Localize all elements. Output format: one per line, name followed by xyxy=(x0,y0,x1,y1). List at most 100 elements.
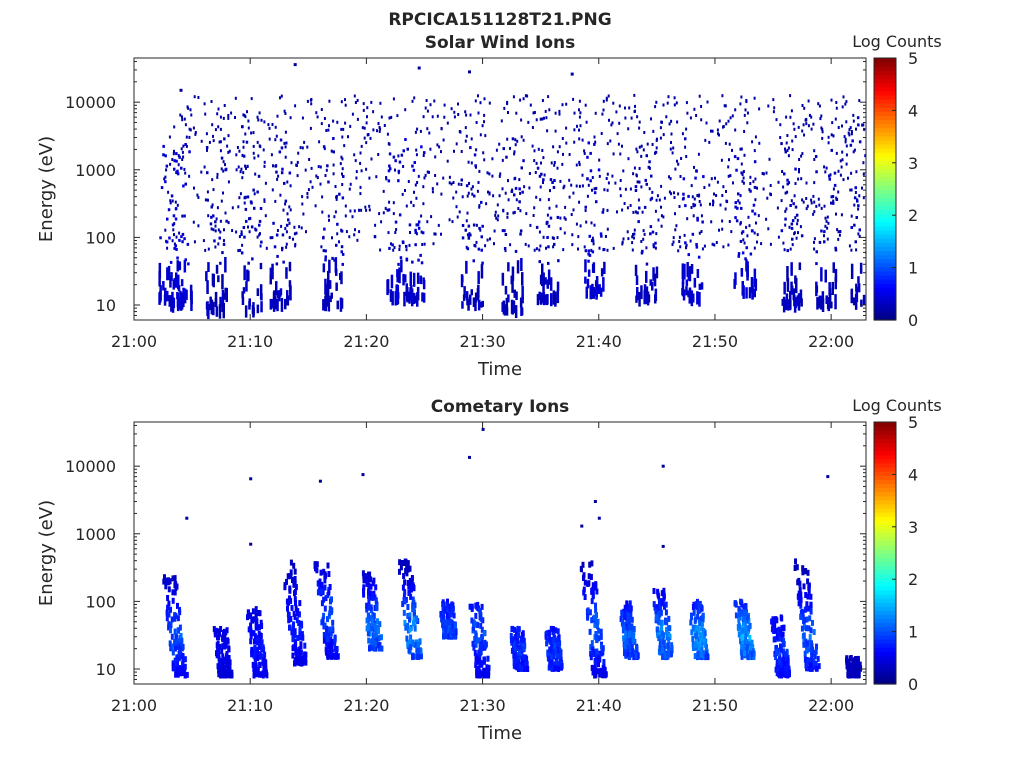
count-cell xyxy=(756,233,759,237)
count-cell xyxy=(806,578,810,585)
count-cell xyxy=(175,152,178,156)
count-cell xyxy=(531,126,534,129)
colorbar-segment xyxy=(874,585,896,591)
count-cell xyxy=(556,281,560,291)
count-cell xyxy=(507,198,510,202)
count-cell xyxy=(827,221,830,225)
count-cell xyxy=(521,659,525,666)
count-cell xyxy=(812,194,815,198)
count-cell xyxy=(799,602,803,609)
count-cell xyxy=(217,634,221,640)
count-cell xyxy=(259,145,262,149)
count-cell xyxy=(477,181,480,184)
count-cell xyxy=(334,257,338,273)
count-cell xyxy=(165,609,169,616)
count-cell xyxy=(606,208,609,212)
colorbar-segment xyxy=(874,283,896,288)
count-cell xyxy=(359,185,362,189)
count-cell xyxy=(532,214,535,217)
count-cell xyxy=(608,118,610,122)
count-cell xyxy=(244,207,248,211)
colorbar-segment xyxy=(874,189,896,194)
count-cell xyxy=(401,601,405,607)
count-cell xyxy=(827,141,830,145)
count-cell xyxy=(544,633,548,640)
count-cell xyxy=(727,243,730,247)
count-cell xyxy=(525,665,529,672)
count-cell xyxy=(798,586,802,593)
count-cell xyxy=(444,626,448,633)
count-cell xyxy=(654,294,657,304)
count-cell xyxy=(300,226,303,230)
count-cell xyxy=(509,243,512,247)
count-cell xyxy=(416,127,419,131)
count-cell xyxy=(547,245,550,249)
count-cell xyxy=(303,642,307,649)
count-cell xyxy=(549,661,553,668)
count-cell xyxy=(850,226,853,229)
count-cell xyxy=(830,301,833,309)
count-cell xyxy=(548,108,551,112)
count-cell xyxy=(361,126,364,130)
count-cell xyxy=(429,103,432,107)
count-cell xyxy=(450,609,454,615)
count-cell xyxy=(571,233,574,237)
count-cell xyxy=(780,142,783,146)
count-cell xyxy=(224,163,226,167)
count-cell xyxy=(642,237,645,241)
count-cell xyxy=(464,228,467,232)
count-cell xyxy=(255,624,259,631)
count-cell xyxy=(632,172,635,176)
count-cell xyxy=(740,171,743,175)
count-cell xyxy=(721,94,724,98)
count-cell xyxy=(742,238,745,242)
colorbar-segment xyxy=(874,164,896,170)
count-cell xyxy=(750,651,754,657)
count-cell xyxy=(252,630,256,637)
count-cell xyxy=(380,220,383,224)
count-cell xyxy=(854,186,857,190)
count-cell xyxy=(190,299,193,311)
count-cell xyxy=(779,136,782,139)
count-cell xyxy=(249,622,253,629)
count-cell xyxy=(164,228,167,232)
count-cell xyxy=(325,639,329,646)
count-cell xyxy=(602,99,605,103)
count-cell xyxy=(790,285,794,295)
count-cell xyxy=(850,132,853,136)
count-cell xyxy=(284,298,287,310)
count-cell xyxy=(472,625,476,632)
panel-title: Solar Wind Ions xyxy=(425,33,576,53)
colorbar-segment xyxy=(874,213,896,219)
count-cell xyxy=(356,117,359,121)
count-cell xyxy=(446,602,450,608)
count-cell xyxy=(188,135,191,139)
sparse-point xyxy=(468,455,471,459)
count-cell xyxy=(373,235,376,239)
count-cell xyxy=(832,187,835,191)
count-cell xyxy=(691,641,695,648)
colorbar-segment xyxy=(874,618,896,624)
count-cell xyxy=(726,200,729,204)
count-cell xyxy=(227,116,230,120)
count-cell xyxy=(414,183,417,187)
count-cell xyxy=(169,627,172,634)
count-cell xyxy=(289,286,292,301)
count-cell xyxy=(415,223,418,227)
count-cell xyxy=(641,249,644,253)
count-cell xyxy=(294,584,298,591)
count-cell xyxy=(294,104,297,108)
count-cell xyxy=(194,131,197,134)
count-cell xyxy=(695,243,698,246)
count-cell xyxy=(597,635,601,642)
count-cell xyxy=(443,103,446,107)
count-cell xyxy=(469,146,472,150)
count-cell xyxy=(799,289,803,303)
count-cell xyxy=(733,600,737,607)
count-cell xyxy=(545,640,549,647)
count-cell xyxy=(578,137,581,141)
count-cell xyxy=(253,638,256,645)
count-cell xyxy=(251,608,255,615)
colorbar-segment xyxy=(874,201,896,206)
count-cell xyxy=(868,299,871,305)
